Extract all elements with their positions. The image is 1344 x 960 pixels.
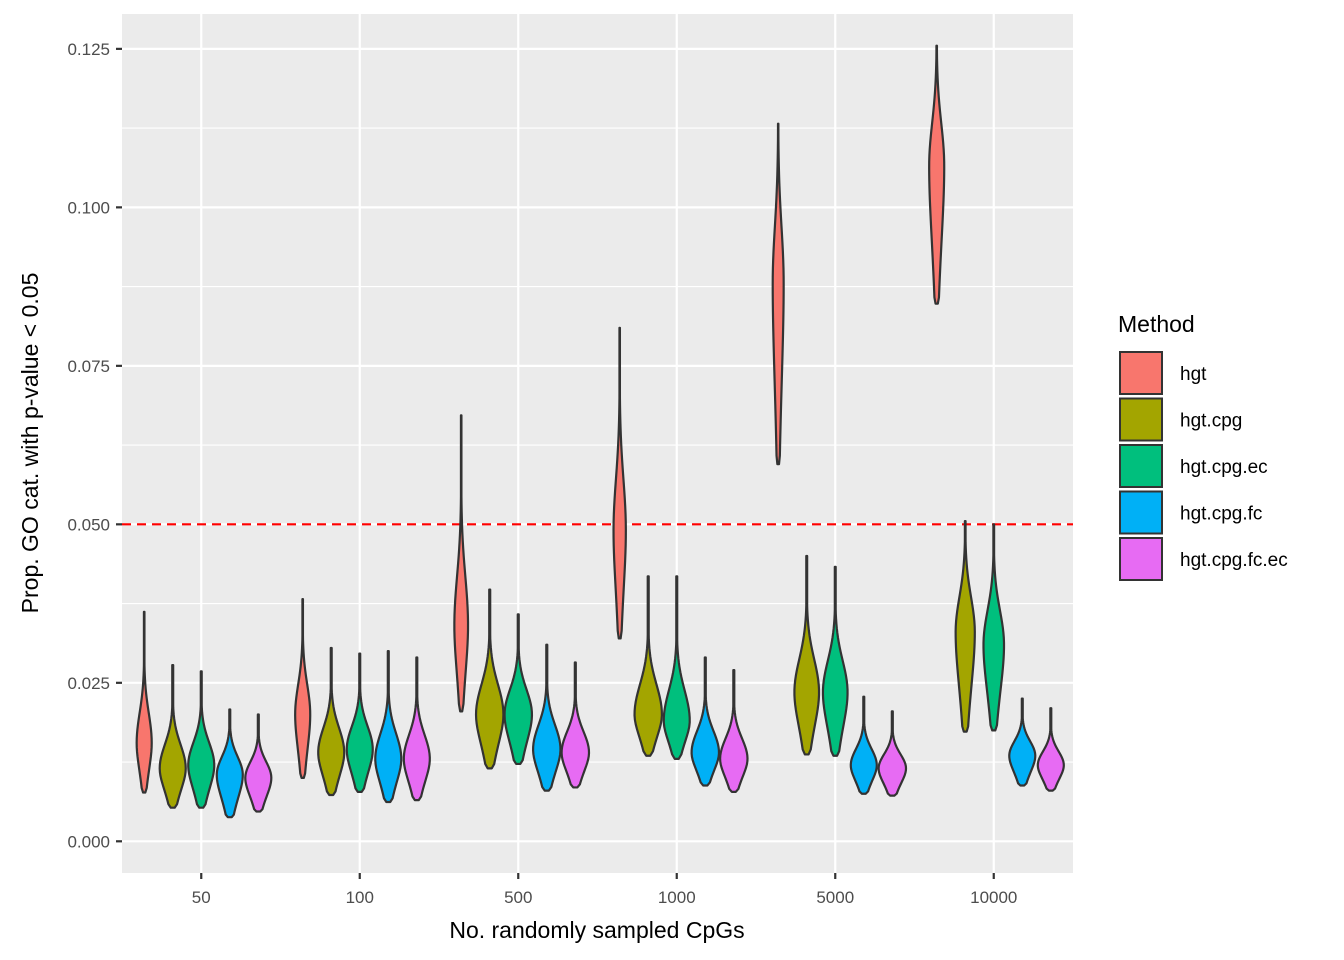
violin-hgt-cpg-fc-10000 [1008, 697, 1037, 787]
legend-label-hgt-cpg-fc-ec: hgt.cpg.fc.ec [1180, 550, 1288, 571]
violin-hgt-cpg-fc-100 [374, 650, 403, 804]
violin-hgt-cpg-fc-ec-10000 [1036, 707, 1065, 792]
x-tick-label: 100 [346, 888, 374, 907]
violin-hgt-500 [453, 414, 470, 713]
legend-key-hgt-cpg-fc-ec [1119, 537, 1163, 581]
violin-hgt-cpg-ec-50 [187, 670, 216, 809]
legend-key-hgt-cpg [1119, 397, 1163, 442]
violin-hgt-cpg-fc-ec-100 [402, 656, 431, 802]
legend-label-hgt-cpg-fc: hgt.cpg.fc [1180, 504, 1262, 525]
y-tick-label: 0.050 [67, 515, 110, 534]
minor-gridlines [122, 127, 1073, 763]
violin-hgt-50 [135, 610, 153, 794]
y-axis-title: Prop. GO cat. with p-value < 0.05 [17, 273, 43, 614]
violin-hgt-cpg-50 [158, 663, 187, 809]
plot-panel [122, 14, 1073, 873]
y-tick-label: 0.125 [67, 40, 110, 59]
legend-label-hgt-cpg: hgt.cpg [1180, 411, 1242, 432]
legend-label-hgt: hgt [1180, 364, 1207, 385]
violin-hgt-cpg-fc-ec-5000 [877, 710, 908, 797]
violin-hgt-cpg-500 [474, 588, 505, 770]
violin-hgt-cpg-fc-500 [532, 643, 562, 792]
violin-hgt-cpg-ec-100 [345, 652, 374, 793]
y-tick-label: 0.075 [67, 357, 110, 376]
violin-hgt-cpg-100 [317, 646, 346, 797]
violin-hgt-cpg-fc-ec-500 [560, 661, 591, 789]
x-tick-label: 5000 [816, 888, 854, 907]
legend-key-hgt [1119, 351, 1163, 395]
violin-hgt-5000 [771, 122, 785, 466]
violin-hgt-cpg-fc-ec-1000 [719, 669, 749, 793]
legend: Method hgt hgt.cpg hgt.cpg.ec hgt.cpg.fc hgt… [1118, 311, 1288, 581]
violin-hgt-cpg-fc-ec-50 [244, 713, 273, 813]
violin-hgt-cpg-1000 [633, 575, 663, 757]
violin-hgt-cpg-ec-500 [503, 613, 534, 766]
legend-title: Method [1118, 311, 1195, 337]
x-tick-label: 500 [504, 888, 532, 907]
violin-hgt-cpg-5000 [793, 554, 821, 756]
violin-hgt-cpg-fc-1000 [690, 656, 721, 787]
violins [135, 44, 1065, 819]
x-tick-label: 50 [192, 888, 211, 907]
legend-key-hgt-cpg-ec [1119, 444, 1163, 488]
violin-hgt-cpg-10000 [954, 520, 976, 733]
y-tick-label: 0.025 [67, 674, 110, 693]
y-tick-label: 0.000 [67, 832, 110, 851]
y-tick-label: 0.100 [67, 198, 110, 217]
x-tick-label: 10000 [970, 888, 1017, 907]
legend-key-hgt-cpg-fc [1119, 490, 1163, 535]
violin-hgt-cpg-ec-5000 [821, 565, 849, 757]
y-axis: 0.000 0.025 0.050 0.075 0.100 0.125 [67, 40, 122, 851]
violin-hgt-cpg-ec-10000 [982, 523, 1006, 732]
violin-hgt-1000 [612, 326, 627, 640]
violin-hgt-cpg-ec-1000 [662, 575, 691, 760]
x-axis: 50 100 500 1000 5000 10000 [192, 873, 1017, 907]
x-tick-label: 1000 [658, 888, 696, 907]
legend-label-hgt-cpg-ec: hgt.cpg.ec [1180, 457, 1268, 478]
violin-hgt-cpg-fc-50 [215, 708, 244, 819]
violin-hgt-100 [294, 598, 312, 780]
violin-hgt-cpg-fc-5000 [849, 695, 878, 795]
violin-hgt-10000 [928, 44, 946, 305]
x-axis-title: No. randomly sampled CpGs [449, 917, 744, 943]
